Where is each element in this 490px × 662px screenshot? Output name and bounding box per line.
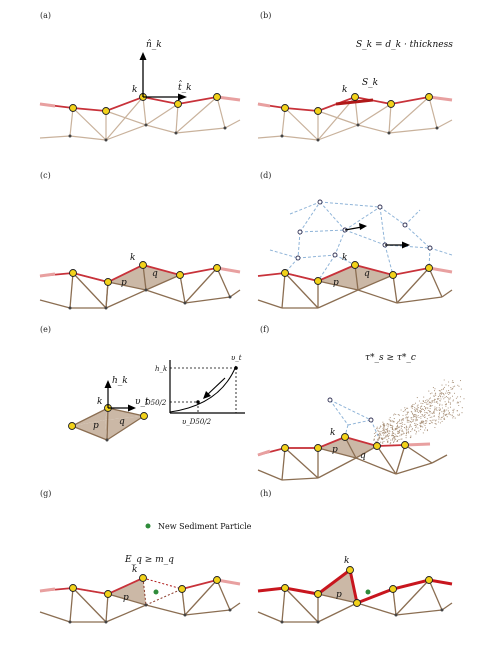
element-p-label: p (123, 593, 129, 603)
graph-curve-label: υ_t (231, 354, 242, 362)
surface-label: S_k (362, 78, 378, 88)
panel-d: k p q (257, 199, 453, 309)
element-q-label: q (364, 269, 370, 279)
panel-label-c: (c) (40, 171, 51, 180)
panel-label-b: (b) (260, 11, 271, 20)
panel-label-g: (g) (40, 489, 51, 498)
element-p-label: p (332, 445, 338, 455)
element-q-label: q (152, 269, 158, 279)
element-p-label: p (336, 590, 342, 600)
node-k-label: k (342, 85, 347, 95)
element-p-label: p (93, 421, 99, 431)
element-q-label: q (360, 451, 366, 461)
graph-y-top: h_k (155, 365, 167, 373)
panel-label-d: (d) (260, 171, 271, 180)
node-k-label: k (330, 428, 335, 438)
node-k-label: k (97, 397, 102, 407)
velocity-label: υ_t (135, 397, 149, 407)
panel-label-a: (a) (40, 11, 51, 20)
new-sediment-particle (365, 589, 371, 595)
panel-label-e: (e) (40, 325, 51, 334)
normal-label: n̂_k (146, 39, 162, 50)
height-label: h_k (112, 376, 128, 386)
element-q-label: q (119, 417, 125, 427)
node-k-label: k (132, 565, 137, 575)
velocity-profile-graph: h_k D50/2 υ_t υ_D50/2 (144, 354, 245, 426)
legend-particle-icon (145, 523, 151, 529)
graph-x-label: υ_D50/2 (182, 418, 212, 426)
panel-e: h_k υ_t k p q h_k D50/2 υ_t υ_D50/2 (68, 354, 245, 442)
tangent-label: t̂_k (178, 80, 192, 93)
panel-f: τ*_s ≥ τ*_c k p q (257, 353, 465, 481)
panel-b: S_k = d_k · thickness S_k k (257, 40, 453, 142)
node-k-label: k (130, 253, 135, 263)
panel-label-h: (h) (260, 489, 271, 498)
new-sediment-particle (153, 589, 159, 595)
sediment-cloud (372, 379, 465, 447)
element-p-label: p (121, 278, 127, 288)
node-k-label: k (132, 85, 137, 95)
panel-h: k p (257, 556, 453, 624)
panel-c: k p q (39, 253, 241, 310)
panel-label-f: (f) (260, 325, 269, 334)
element-p-label: p (333, 278, 339, 288)
surface-equation: S_k = d_k · thickness (356, 40, 453, 50)
node-k-label: k (342, 253, 347, 263)
legend-label: New Sediment Particle (158, 522, 252, 531)
shear-condition: τ*_s ≥ τ*_c (365, 353, 416, 363)
node-k-label: k (344, 556, 349, 566)
panel-g: New Sediment Particle E_q ≥ m_q k p (39, 522, 252, 624)
erosion-condition: E_q ≥ m_q (124, 555, 174, 565)
graph-y-mid: D50/2 (144, 399, 167, 407)
panel-a: n̂_k t̂_k k (39, 39, 241, 142)
